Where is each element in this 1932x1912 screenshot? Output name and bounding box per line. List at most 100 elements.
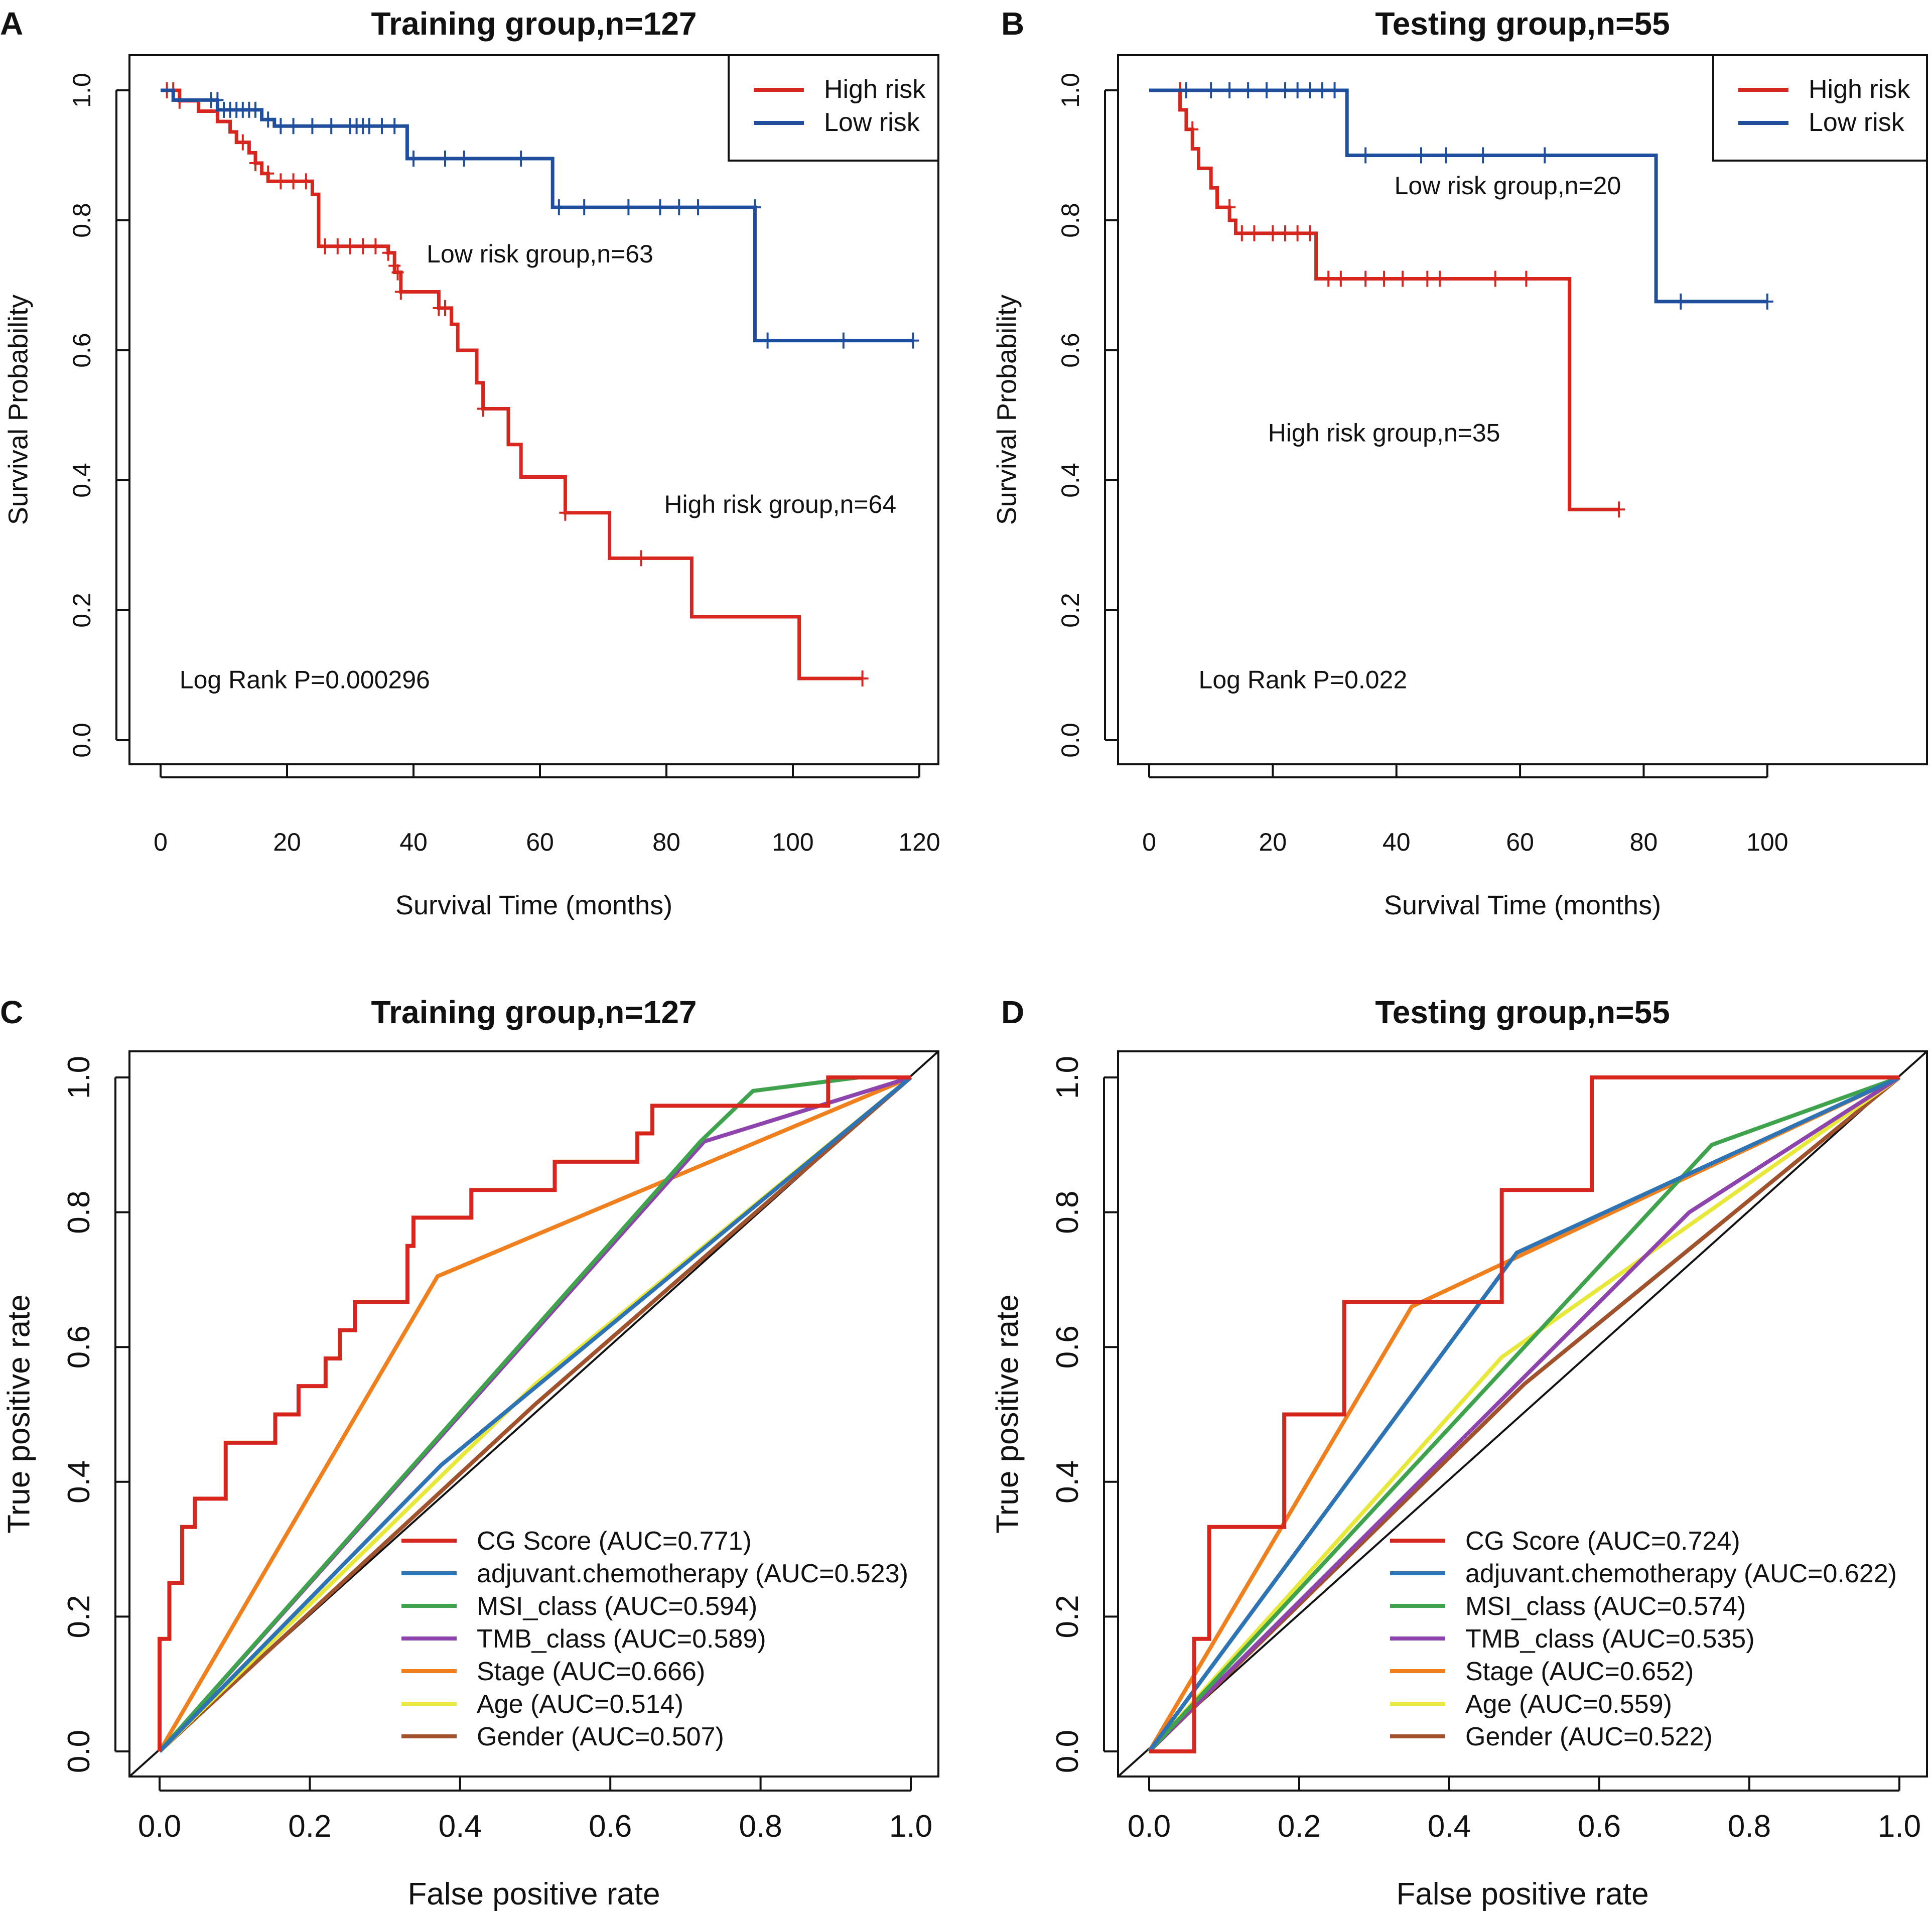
legend-label: CG Score (AUC=0.771): [477, 1527, 752, 1556]
x-axis: 0.0 0.2 0.4 0.6 0.8 1.0 False positive rate: [1128, 1777, 1921, 1911]
y-tick-label: 0.6: [1056, 333, 1084, 368]
x-axis-title: Survival Time (months): [395, 890, 672, 920]
legend-label: MSI_class (AUC=0.574): [1465, 1592, 1746, 1621]
x-tick-label: 100: [772, 828, 813, 856]
y-tick-label: 0.4: [68, 463, 96, 498]
x-tick-label: 120: [898, 828, 940, 856]
x-tick-label: 80: [1630, 828, 1658, 856]
plot-area: [129, 1051, 938, 1777]
legend-label: CG Score (AUC=0.724): [1465, 1527, 1740, 1556]
km-series-high-risk: [161, 82, 869, 687]
x-tick-label: 0.0: [1128, 1809, 1171, 1844]
roc-curve-gender: [158, 1075, 912, 1753]
y-tick-label: 1.0: [1056, 73, 1084, 108]
plot-frame: [1117, 1050, 1928, 1778]
y-tick-label: 1.0: [62, 1056, 96, 1099]
y-tick-label: 0.2: [68, 593, 96, 628]
x-axis-title: False positive rate: [1396, 1877, 1648, 1911]
y-axis: 0.0 0.2 0.4 0.6 0.8 1.0 Survival Probability: [992, 73, 1118, 758]
annotation: Low risk group,n=20: [1395, 172, 1621, 200]
roc-curve-cg_score: [1149, 1075, 1899, 1753]
plot-frame: [1117, 54, 1928, 765]
y-tick-label: 1.0: [68, 73, 96, 108]
panel-a: A Training group,n=127 0 20 40 60 80 100 120 Surv…: [0, 6, 940, 920]
x-tick-label: 0.4: [1428, 1809, 1471, 1844]
legend-label: Stage (AUC=0.652): [1465, 1657, 1694, 1686]
y-axis-title: Survival Probability: [3, 295, 33, 525]
x-tick-label: 0.2: [1278, 1809, 1321, 1844]
legend-label: TMB_class (AUC=0.535): [1465, 1624, 1755, 1654]
x-tick-label: 0: [1142, 828, 1156, 856]
y-tick-label: 0.2: [1056, 593, 1084, 628]
y-axis: 0.0 0.2 0.4 0.6 0.8 1.0 True positive rate: [990, 1056, 1118, 1773]
km-curve: [161, 88, 913, 343]
x-tick-label: 80: [652, 828, 680, 856]
roc-curve-msi: [1148, 1075, 1900, 1753]
roc-curve-stage: [158, 1075, 912, 1753]
y-tick-label: 0.0: [68, 723, 96, 758]
panel-c: C Training group,n=127 0.0 0.2 0.4 0.6 0.8 1.0 F…: [0, 994, 939, 1911]
x-tick-label: 0.2: [288, 1809, 331, 1844]
annotation: High risk group,n=35: [1268, 419, 1500, 447]
y-tick-label: 0.0: [62, 1730, 96, 1773]
plot-frame: [128, 54, 939, 765]
plot-area: [1149, 82, 1773, 518]
y-tick-label: 0.0: [1050, 1730, 1085, 1773]
x-tick-label: 0.4: [439, 1809, 482, 1844]
y-tick-label: 0.8: [1056, 203, 1084, 238]
x-tick-label: 60: [1506, 828, 1534, 856]
x-tick-label: 100: [1746, 828, 1788, 856]
y-axis: 0.0 0.2 0.4 0.6 0.8 1.0 Survival Probability: [3, 73, 129, 758]
x-tick-label: 40: [399, 828, 428, 856]
y-axis: 0.0 0.2 0.4 0.6 0.8 1.0 True positive rate: [2, 1056, 129, 1773]
panel-d: D Testing group,n=55 0.0 0.2 0.4 0.6 0.8 1.0 Fal…: [990, 994, 1928, 1911]
y-tick-label: 0.6: [62, 1325, 96, 1369]
km-curve: [161, 88, 863, 680]
y-tick-label: 0.2: [62, 1595, 96, 1638]
legend-label: adjuvant.chemotherapy (AUC=0.622): [1465, 1559, 1897, 1588]
legend-label: Stage (AUC=0.666): [477, 1657, 705, 1686]
x-axis: 0.0 0.2 0.4 0.6 0.8 1.0 False positive rate: [138, 1777, 932, 1911]
y-tick-label: 0.8: [62, 1190, 96, 1234]
legend-label: MSI_class (AUC=0.594): [477, 1592, 757, 1621]
annotation: Log Rank P=0.022: [1199, 665, 1408, 694]
x-axis-title: False positive rate: [407, 1877, 660, 1911]
legend-label: Age (AUC=0.559): [1465, 1690, 1672, 1719]
km-series-low-risk: [161, 88, 919, 349]
annotation: High risk group,n=64: [664, 490, 896, 518]
roc-curve-adjuvant: [1147, 1075, 1900, 1753]
panel-title: Testing group,n=55: [1375, 6, 1670, 42]
legend-label: Gender (AUC=0.507): [477, 1722, 724, 1751]
y-tick-label: 0.6: [68, 333, 96, 368]
x-tick-label: 20: [273, 828, 301, 856]
km-series-low-risk: [1149, 82, 1773, 310]
x-axis: 0 20 40 60 80 100 120 Survival Time (months): [154, 764, 940, 920]
legend-label: Low risk: [1809, 108, 1905, 137]
legend-label: Gender (AUC=0.522): [1465, 1722, 1713, 1751]
legend: High risk Low risk: [1712, 54, 1928, 162]
legend: High risk Low risk: [728, 54, 939, 162]
panel-letter: B: [1001, 6, 1024, 42]
legend-label: High risk: [824, 75, 926, 104]
y-tick-label: 0.2: [1050, 1595, 1085, 1638]
y-tick-label: 0.8: [1050, 1190, 1085, 1234]
x-tick-label: 40: [1383, 828, 1411, 856]
legend-label: TMB_class (AUC=0.589): [477, 1624, 766, 1654]
km-series-high-risk: [1149, 82, 1625, 518]
x-tick-label: 0: [154, 828, 168, 856]
roc-curve-adjuvant: [158, 1075, 912, 1753]
y-tick-label: 0.6: [1050, 1325, 1085, 1369]
legend: CG Score (AUC=0.724) adjuvant.chemotherap…: [1390, 1527, 1897, 1751]
roc-curve-tmb: [1148, 1075, 1901, 1753]
x-tick-label: 0.6: [589, 1809, 632, 1844]
y-axis-title: True positive rate: [2, 1294, 36, 1534]
panel-letter: D: [1001, 994, 1024, 1030]
x-tick-label: 1.0: [1878, 1809, 1921, 1844]
y-tick-label: 0.4: [1050, 1460, 1085, 1504]
y-tick-label: 1.0: [1050, 1056, 1085, 1099]
plot-frame: [128, 1050, 939, 1778]
x-tick-label: 0.8: [1728, 1809, 1771, 1844]
roc-curve-age: [1148, 1075, 1901, 1753]
legend-box: [728, 54, 939, 162]
